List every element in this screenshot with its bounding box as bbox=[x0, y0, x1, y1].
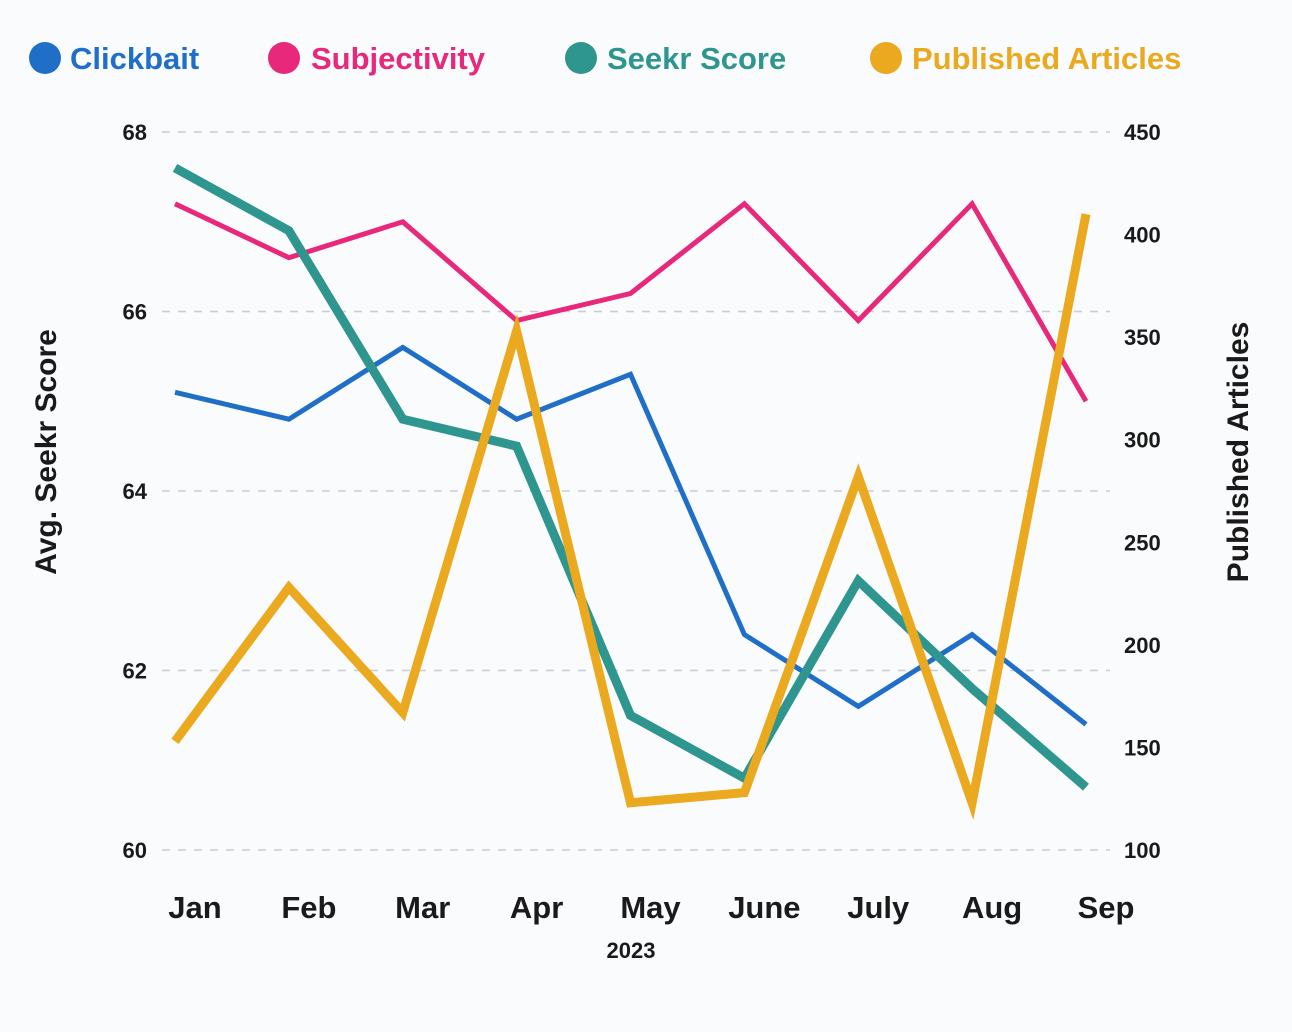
left-tick-label: 64 bbox=[123, 479, 148, 504]
x-tick-label: Aug bbox=[962, 890, 1022, 925]
left-tick-label: 68 bbox=[123, 120, 147, 145]
legend-marker-published-articles bbox=[870, 42, 902, 74]
x-axis-year-label: 2023 bbox=[607, 938, 656, 963]
x-tick-label: Sep bbox=[1078, 890, 1135, 925]
x-tick-label: July bbox=[847, 890, 910, 925]
legend-label-published-articles: Published Articles bbox=[912, 41, 1181, 76]
legend-label-subjectivity: Subjectivity bbox=[311, 41, 486, 76]
right-tick-label: 300 bbox=[1124, 428, 1161, 453]
legend-marker-clickbait bbox=[29, 42, 61, 74]
left-tick-label: 66 bbox=[123, 300, 147, 325]
x-tick-label: Jan bbox=[168, 890, 221, 925]
x-tick-label: May bbox=[620, 890, 681, 925]
x-tick-label: Feb bbox=[281, 890, 336, 925]
right-tick-label: 200 bbox=[1124, 633, 1161, 658]
right-tick-label: 350 bbox=[1124, 325, 1161, 350]
series-line-subjectivity bbox=[173, 199, 1089, 403]
right-tick-label: 100 bbox=[1124, 838, 1161, 863]
legend: Clickbait Subjectivity Seekr Score Publi… bbox=[29, 41, 1181, 76]
series-line-published-articles bbox=[171, 213, 1091, 821]
left-axis-title: Avg. Seekr Score bbox=[30, 329, 63, 575]
series-line-seekr-score bbox=[172, 163, 1089, 791]
left-axis-ticks: 60 62 64 66 68 bbox=[123, 120, 148, 863]
series-lines bbox=[171, 163, 1091, 821]
legend-label-clickbait: Clickbait bbox=[70, 41, 199, 76]
x-tick-label: Mar bbox=[395, 890, 450, 925]
right-tick-label: 400 bbox=[1124, 223, 1161, 248]
x-tick-label: June bbox=[728, 890, 800, 925]
legend-item-subjectivity: Subjectivity bbox=[268, 41, 486, 76]
x-axis-ticks: Jan Feb Mar Apr May June July Aug Sep bbox=[168, 890, 1134, 925]
legend-item-seekr-score: Seekr Score bbox=[565, 41, 786, 76]
legend-marker-seekr-score bbox=[565, 42, 597, 74]
right-axis-ticks: 100 150 200 250 300 350 400 450 bbox=[1124, 120, 1161, 863]
right-axis-title: Published Articles bbox=[1222, 322, 1255, 583]
left-tick-label: 60 bbox=[123, 838, 147, 863]
x-tick-label: Apr bbox=[510, 890, 563, 925]
legend-marker-subjectivity bbox=[268, 42, 300, 74]
legend-label-seekr-score: Seekr Score bbox=[607, 41, 786, 76]
right-tick-label: 150 bbox=[1124, 735, 1161, 760]
right-tick-label: 450 bbox=[1124, 120, 1161, 145]
left-tick-label: 62 bbox=[123, 659, 147, 684]
legend-item-clickbait: Clickbait bbox=[29, 41, 199, 76]
legend-item-published-articles: Published Articles bbox=[870, 41, 1181, 76]
right-tick-label: 250 bbox=[1124, 530, 1161, 555]
